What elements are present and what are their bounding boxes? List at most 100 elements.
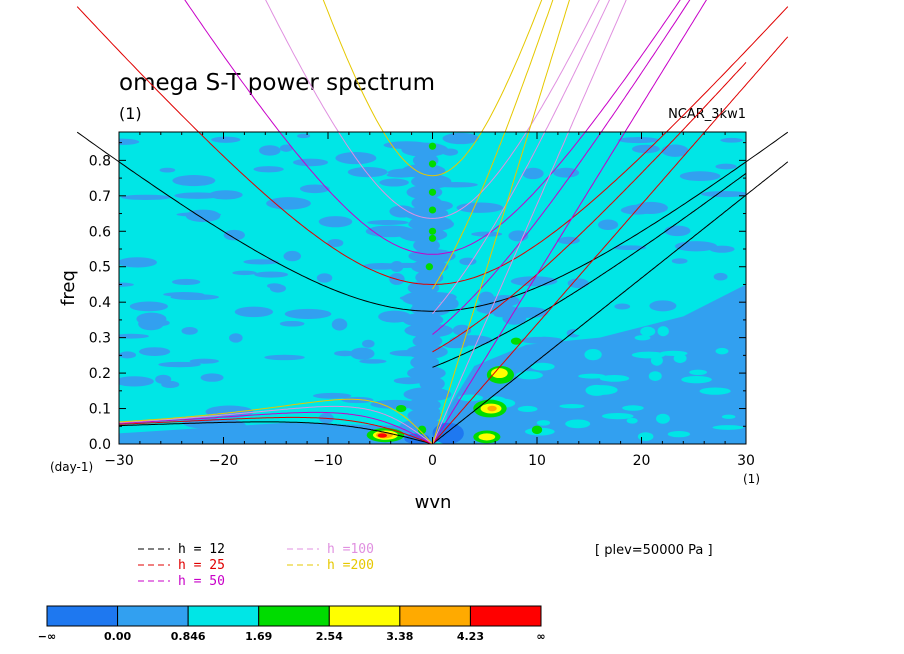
colorbar-label: −∞ xyxy=(38,630,56,643)
x-tick-label: 0 xyxy=(428,453,437,469)
field-patch-bg xyxy=(526,325,549,331)
chart-subtitle: (1) xyxy=(119,104,142,123)
field-patch-low xyxy=(138,317,164,331)
rossby-wave-curve-h25 xyxy=(118,416,433,445)
field-spot-mid xyxy=(425,263,434,271)
power-field xyxy=(119,132,746,444)
field-patch-bg xyxy=(699,387,731,395)
inertio-gravity-curve-h50 xyxy=(184,0,681,255)
field-patch-low xyxy=(327,238,344,248)
field-patch-bg xyxy=(689,369,708,375)
field-patch-low xyxy=(243,259,279,265)
field-patch-bg xyxy=(681,375,712,384)
field-patch-low xyxy=(121,194,171,200)
field-patch-low xyxy=(664,225,691,237)
eastward-ig0-curve-h12 xyxy=(432,172,747,368)
field-patch-low xyxy=(312,392,352,399)
field-patch-bg xyxy=(626,417,638,424)
field-patch-bg xyxy=(622,405,644,411)
field-column-low xyxy=(419,376,445,391)
field-patch-bg xyxy=(659,350,688,356)
field-patch-low xyxy=(661,144,689,157)
field-patch-low xyxy=(700,190,746,198)
field-patch-low xyxy=(163,292,205,297)
inertio-gravity-curve-h200 xyxy=(322,0,543,177)
field-patch-low xyxy=(223,229,245,241)
field-patch-low xyxy=(715,163,737,170)
field-patch-low xyxy=(119,257,157,268)
field-patch-low xyxy=(502,312,527,325)
field-patch-bg xyxy=(565,419,591,429)
field-patch-low xyxy=(709,245,735,253)
field-column-low xyxy=(408,249,456,264)
field-column-low xyxy=(410,355,440,370)
field-patch-low xyxy=(264,354,305,361)
pressure-annotation: [ plev=50000 Pa ] xyxy=(595,543,713,558)
field-patch-low xyxy=(649,300,677,312)
field-patch-bg xyxy=(573,329,588,336)
field-patch-low xyxy=(297,133,311,139)
field-column-low xyxy=(407,397,441,413)
colorbar-label: ∞ xyxy=(536,630,545,643)
field-column-low xyxy=(415,270,444,285)
field-spot-mid xyxy=(428,160,437,168)
field-patch-bg xyxy=(715,347,729,355)
field-patch-low xyxy=(522,167,544,180)
field-patch-low xyxy=(284,308,332,320)
field-column-low xyxy=(403,387,452,402)
plot-area xyxy=(76,0,789,445)
colorbar-swatch xyxy=(469,605,542,627)
colorbar-label: 1.69 xyxy=(245,630,272,643)
field-patch-low xyxy=(442,132,479,145)
y-tick-label: 0.5 xyxy=(89,260,111,276)
field-patch xyxy=(531,425,543,435)
y-tick-label: 0.3 xyxy=(89,331,111,347)
field-patch-low xyxy=(671,258,688,264)
field-patch-low xyxy=(200,373,224,382)
field-column-low xyxy=(411,174,452,189)
x-tick-label: 20 xyxy=(633,453,651,469)
rossby-wave-curve-h50 xyxy=(118,411,433,445)
field-patch-low xyxy=(155,374,172,384)
colorbar-label: 2.54 xyxy=(316,630,343,643)
field-core-high xyxy=(478,433,496,441)
y-tick-label: 0.1 xyxy=(89,402,111,418)
y-unit-label: (day-1) xyxy=(50,460,93,474)
colorbar-swatch xyxy=(328,605,401,627)
field-patch-low xyxy=(279,320,305,327)
rossby-wave-curve-h200 xyxy=(119,398,433,445)
colorbar-label: 0.846 xyxy=(171,630,206,643)
field-patch-low xyxy=(489,295,520,307)
field-column-low xyxy=(402,291,443,306)
field-patch-low xyxy=(367,220,409,226)
y-tick-label: 0.0 xyxy=(89,437,111,453)
rossby-wave-curve-h12 xyxy=(119,421,433,445)
field-patch-bg xyxy=(640,326,656,337)
x-axis-label: wvn xyxy=(415,492,452,513)
field-region-low-west xyxy=(119,422,412,444)
field-patch-bg xyxy=(721,414,736,419)
field-patch-bg xyxy=(648,371,662,381)
colorbar-label: 4.23 xyxy=(457,630,484,643)
field-patch-low xyxy=(229,333,243,343)
field-patch-bg xyxy=(536,420,551,426)
field-patch-low xyxy=(185,209,221,223)
field-column-low xyxy=(410,302,451,317)
inertio-gravity-curve-h12 xyxy=(76,131,789,312)
field-patch xyxy=(510,337,522,345)
y-tick-label: 0.7 xyxy=(89,189,111,205)
field-column-low xyxy=(412,334,443,349)
field-patch-low xyxy=(614,303,631,310)
field-patch-low xyxy=(119,138,140,145)
colorbar-swatch xyxy=(399,605,471,627)
axes: −30 −20 −10 0 10 20 30 0.0 0.1 0.2 0.3 0.4 0.5 0.6 0.7… xyxy=(89,132,755,469)
field-patch-low xyxy=(618,137,660,144)
field-patch-low xyxy=(189,358,220,364)
field-patch-low xyxy=(299,184,330,194)
field-patch-bg xyxy=(576,323,611,329)
field-patch-low xyxy=(158,361,201,368)
field-patch xyxy=(395,405,407,413)
field-patch-lowest xyxy=(432,422,464,444)
